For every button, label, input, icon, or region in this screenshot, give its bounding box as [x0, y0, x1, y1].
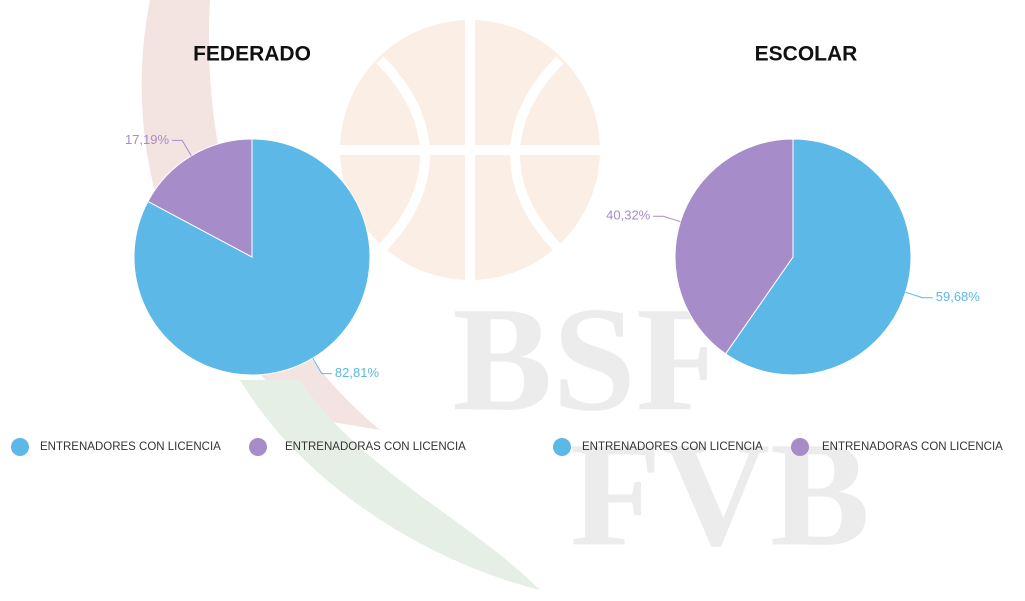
leader-line [312, 357, 332, 375]
pie-slice [674, 138, 794, 355]
data-label: 82,81% [335, 365, 380, 380]
legend-marker [791, 438, 809, 456]
legend-label: ENTRENADORES CON LICENCIA [582, 441, 763, 453]
watermark-swoosh [141, 0, 380, 430]
watermark-ball-lines [340, 20, 600, 280]
leader-line [905, 291, 933, 299]
legend-marker [249, 438, 267, 456]
legend-marker [553, 438, 571, 456]
watermark: BSF FVB [141, 0, 870, 590]
pie-slice [147, 138, 253, 258]
pie-slice [724, 138, 912, 376]
data-label: 17,19% [125, 132, 170, 147]
data-label: 40,32% [606, 208, 651, 223]
legend-label: ENTRENADORAS CON LICENCIA [822, 441, 1003, 453]
leader-line [172, 139, 192, 157]
leader-line [653, 215, 681, 223]
watermark-swoosh [240, 380, 540, 590]
legend-label: ENTRENADORAS CON LICENCIA [285, 441, 466, 453]
watermark-text: FVB [570, 411, 870, 577]
legend-marker [11, 438, 29, 456]
chart-title: FEDERADO [193, 43, 311, 66]
legend-label: ENTRENADORES CON LICENCIA [40, 441, 221, 453]
chart-title: ESCOLAR [755, 43, 858, 66]
data-label: 59,68% [936, 289, 981, 304]
watermark-text: BSF [452, 276, 727, 442]
